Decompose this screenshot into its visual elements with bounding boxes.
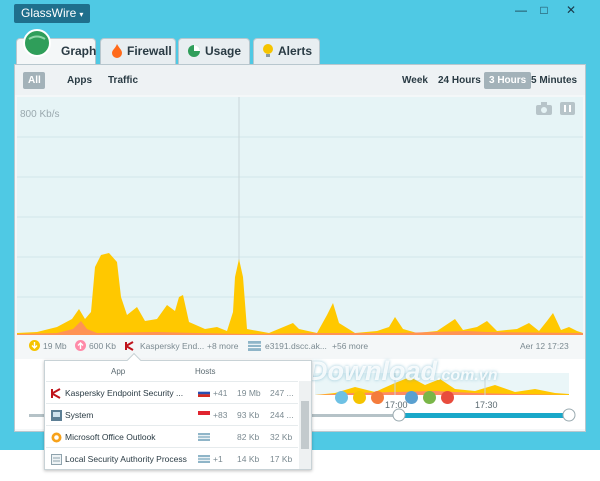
russia-flag-icon: [198, 389, 210, 397]
status-app[interactable]: Kaspersky End...: [140, 341, 205, 351]
app-menu-label: GlassWire: [21, 6, 77, 20]
download-total: 19 Mb: [43, 341, 67, 351]
status-timestamp: Aer 12 17:23: [520, 341, 569, 351]
tab-usage[interactable]: Usage: [178, 38, 250, 64]
tab-alerts[interactable]: Alerts: [253, 38, 320, 64]
host-flag-icon: [198, 433, 210, 441]
popup-row-lsa[interactable]: Local Security Authority Process +1 14 K…: [46, 447, 298, 469]
tab-firewall[interactable]: Firewall: [100, 38, 176, 64]
watermark-dot: [423, 391, 436, 404]
popup-scrollbar[interactable]: [299, 381, 311, 469]
close-button[interactable]: ✕: [565, 3, 577, 17]
minimize-button[interactable]: —: [515, 3, 527, 17]
kaspersky-icon: [125, 341, 134, 351]
popup-upload: 17 Kb: [270, 454, 293, 464]
popup-row-outlook[interactable]: Microsoft Office Outlook 82 Kb 32 Kb: [46, 425, 298, 447]
watermark-dot: [371, 391, 384, 404]
status-host[interactable]: e3191.dscc.ak...: [265, 341, 327, 351]
tab-alerts-label: Alerts: [278, 44, 313, 58]
tab-graph-label: Graph: [61, 44, 97, 58]
popup-header-hosts: Hosts: [195, 367, 216, 376]
tab-usage-label: Usage: [205, 44, 242, 58]
watermark-dot: [441, 391, 454, 404]
tab-firewall-label: Firewall: [127, 44, 172, 58]
popup-download: 82 Kb: [237, 432, 260, 442]
range-week[interactable]: Week: [402, 75, 428, 86]
camera-icon[interactable]: [536, 102, 552, 115]
app-menu-button[interactable]: GlassWire ▾: [14, 4, 91, 23]
watermark-suffix: .com.vn: [437, 367, 498, 384]
system-icon: [51, 410, 62, 421]
traffic-chart: [17, 97, 583, 335]
upload-area: [17, 321, 583, 335]
popup-app-name: Kaspersky Endpoint Security ...: [65, 388, 184, 398]
watermark-text: Download.com.vn: [308, 356, 497, 387]
host-flag-icon: [198, 455, 210, 463]
timeline-label-1730: 17:30: [475, 400, 498, 410]
traffic-graph[interactable]: 800 Kb/s: [17, 97, 583, 335]
watermark-dot: [405, 391, 418, 404]
status-bar: 19 Mb 600 Kb Kaspersky End... +8 more e3…: [15, 336, 585, 356]
lsa-icon: [51, 454, 62, 465]
range-3-hours[interactable]: 3 Hours: [484, 72, 532, 89]
pie-icon: [188, 44, 200, 57]
bulb-icon: [263, 43, 273, 57]
singapore-flag-icon: [198, 411, 210, 419]
status-host-more[interactable]: +56 more: [332, 341, 369, 351]
popup-hosts-more: +1: [213, 454, 223, 464]
popup-upload: 244 ...: [270, 410, 294, 420]
popup-app-name: Microsoft Office Outlook: [65, 432, 156, 442]
filter-traffic[interactable]: Traffic: [108, 75, 139, 86]
scrollbar-thumb[interactable]: [301, 401, 309, 449]
popup-app-name: System: [65, 410, 94, 420]
upload-icon: [75, 340, 86, 351]
host-icon: [248, 341, 261, 351]
range-5-minutes[interactable]: 5 Minutes: [531, 75, 578, 86]
popup-hosts-more: +83: [213, 410, 228, 420]
popup-upload: 247 ...: [270, 388, 294, 398]
popup-app-name: Local Security Authority Process: [65, 454, 187, 464]
tab-graph[interactable]: Graph: [16, 29, 97, 66]
watermark-dot: [353, 391, 366, 404]
maximize-button[interactable]: □: [540, 3, 548, 17]
kaspersky-icon: [51, 388, 61, 399]
download-area: [17, 253, 583, 335]
outlook-icon: [51, 432, 62, 443]
app-breakdown-popup: App Hosts Kaspersky Endpoint Security ..…: [44, 352, 312, 470]
status-app-more[interactable]: +8 more: [207, 341, 239, 351]
popup-header-app: App: [111, 367, 126, 376]
filter-bar: All Apps Traffic Week 24 Hours 3 Hours 5…: [15, 65, 585, 95]
popup-upload: 32 Kb: [270, 432, 293, 442]
popup-row-kaspersky[interactable]: Kaspersky Endpoint Security ... +41 19 M…: [46, 381, 298, 403]
popup-download: 93 Kb: [237, 410, 260, 420]
pause-icon[interactable]: [560, 102, 575, 115]
watermark-dot: [335, 391, 348, 404]
popup-row-system[interactable]: System +83 93 Kb 244 ...: [46, 403, 298, 425]
upload-total: 600 Kb: [89, 341, 116, 351]
filter-apps[interactable]: Apps: [67, 75, 92, 86]
filter-all[interactable]: All: [23, 72, 45, 89]
timeline-label-1700: 17:00: [385, 400, 408, 410]
download-icon: [29, 340, 40, 351]
watermark-main: Download: [308, 356, 437, 386]
range-24-hours[interactable]: 24 Hours: [438, 75, 481, 86]
flame-icon: [112, 43, 122, 58]
popup-download: 14 Kb: [237, 454, 260, 464]
globe-icon: [23, 29, 51, 57]
graph-y-label: 800 Kb/s: [20, 109, 60, 120]
popup-download: 19 Mb: [237, 388, 261, 398]
popup-hosts-more: +41: [213, 388, 228, 398]
chevron-down-icon: ▾: [79, 10, 84, 19]
